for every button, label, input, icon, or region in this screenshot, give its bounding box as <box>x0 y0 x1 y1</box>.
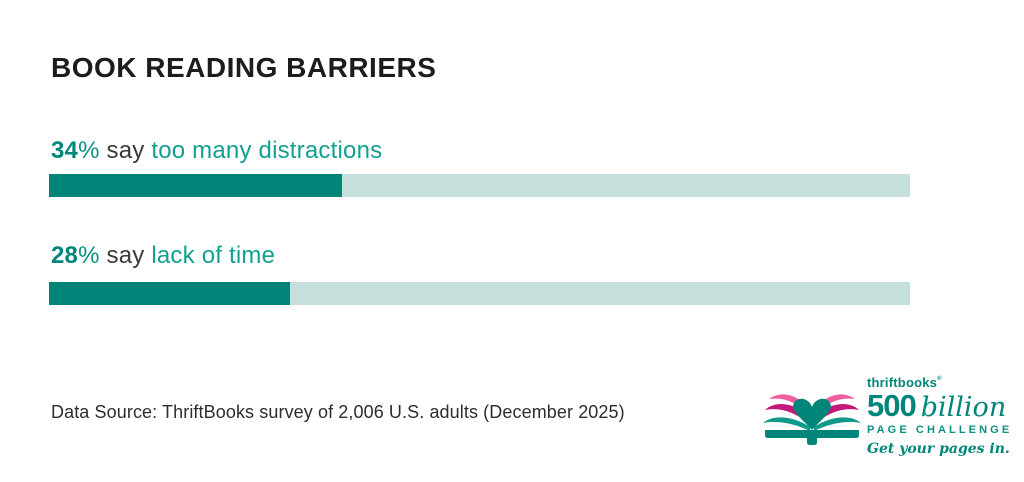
bar-label-distractions: 34% say too many distractions <box>51 137 382 165</box>
brand-word: thriftbooks <box>867 375 938 390</box>
bar-fill-lack-of-time <box>49 282 291 305</box>
bar-track-distractions <box>49 174 910 197</box>
percent-sign: % <box>78 137 100 164</box>
data-source-text: Data Source: ThriftBooks survey of 2,006… <box>51 402 625 422</box>
percent-sign: % <box>78 242 100 269</box>
connector-text: say <box>99 242 152 269</box>
barrier-text: lack of time <box>151 242 276 269</box>
campaign-number-line: 500 billion <box>867 390 1012 421</box>
campaign-subtitle: PAGE CHALLENGE <box>867 424 1013 436</box>
percent-value: 34 <box>51 137 79 164</box>
campaign-tagline: Get your pages in. <box>867 441 1010 457</box>
campaign-number: 500 <box>867 388 917 423</box>
campaign-word: billion <box>920 392 1007 423</box>
bar-fill-distractions <box>49 174 342 197</box>
percent-value: 28 <box>51 242 79 269</box>
registered-mark: ® <box>937 376 942 382</box>
open-book-heart-icon <box>763 394 861 445</box>
brand-name: thriftbooks® <box>867 376 1012 389</box>
bar-label-lack-of-time: 28% say lack of time <box>51 242 275 270</box>
logo-text-block: thriftbooks® 500 billion PAGE CHALLENGE G… <box>867 376 1012 456</box>
thriftbooks-logo: thriftbooks® 500 billion PAGE CHALLENGE G… <box>762 376 1010 460</box>
bar-track-lack-of-time <box>49 282 910 305</box>
page-title: BOOK READING BARRIERS <box>51 52 437 83</box>
barrier-text: too many distractions <box>151 137 383 164</box>
connector-text: say <box>99 137 152 164</box>
